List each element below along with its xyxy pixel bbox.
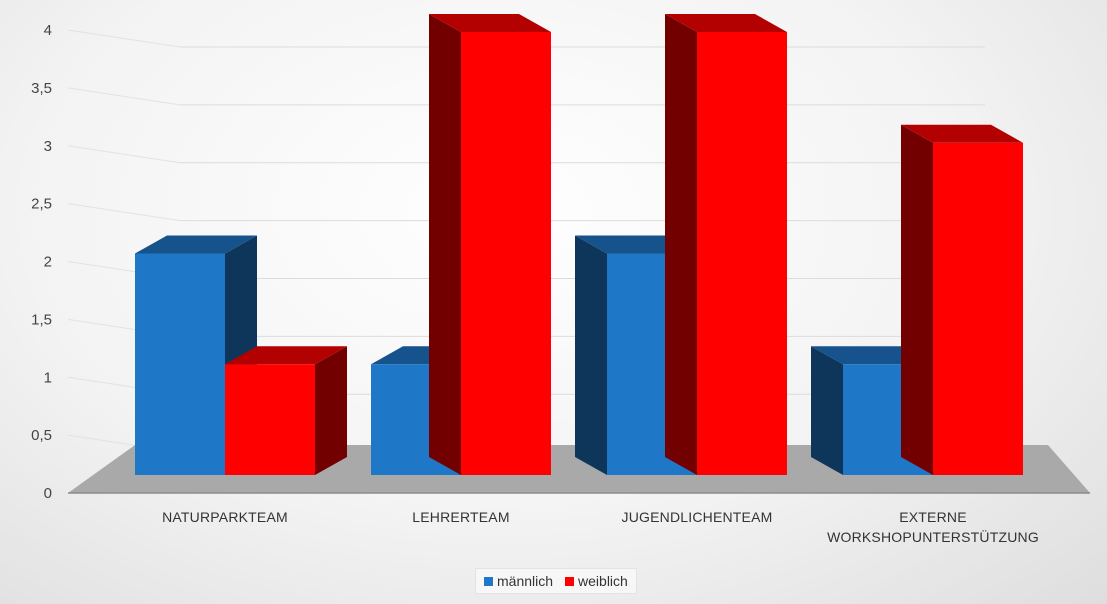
gridline-side xyxy=(67,203,181,222)
bar-weiblich-naturparkteam-top xyxy=(225,346,347,365)
y-tick-label: 0 xyxy=(44,485,52,502)
legend-item-maennlich: männlich xyxy=(484,573,553,589)
y-tick-label: 3,5 xyxy=(31,80,52,97)
bar-m-nnlich-jugendlichenteam-side xyxy=(575,235,607,475)
labels: 0 0,5 1 1,5 2 2,5 3 3,5 4 NATURPARKTEAM LEHRERTEAM… xyxy=(31,22,1039,545)
gridline-side xyxy=(67,145,181,164)
legend-label-maennlich: männlich xyxy=(497,573,554,589)
bars xyxy=(135,14,1023,475)
bar-weiblich-naturparkteam-front xyxy=(225,364,315,475)
bar-weiblich-lehrerteam xyxy=(429,14,551,475)
bar-weiblich-naturparkteam xyxy=(225,346,347,475)
legend-label-weiblich: weiblich xyxy=(578,573,628,589)
gridline-side xyxy=(67,29,181,48)
x-category-label: LEHRERTEAM xyxy=(412,509,509,525)
legend-swatch-maennlich xyxy=(484,576,493,586)
bar-m-nnlich-naturparkteam-top xyxy=(135,235,257,254)
legend-item-weiblich: weiblich xyxy=(565,573,628,589)
x-category-label: JUGENDLICHENTEAM xyxy=(622,509,773,525)
y-tick-label: 2,5 xyxy=(31,196,52,213)
y-tick-label: 2 xyxy=(44,254,52,271)
y-tick-label: 3 xyxy=(44,138,52,155)
bar-weiblich-jugendlichenteam-top xyxy=(665,14,787,32)
gridline-side xyxy=(67,87,181,106)
bar-weiblich-lehrerteam-top xyxy=(429,14,551,32)
bar-weiblich-externe-workshopunterst-tzung-top xyxy=(901,124,1023,143)
bar-weiblich-externe-workshopunterst-tzung-side xyxy=(901,124,933,475)
bar-weiblich-jugendlichenteam-side xyxy=(665,14,697,475)
legend: männlich weiblich xyxy=(475,568,637,594)
bar-weiblich-externe-workshopunterst-tzung xyxy=(901,124,1023,475)
x-category-label-line: EXTERNE xyxy=(899,509,967,525)
bar-weiblich-jugendlichenteam-front xyxy=(697,32,787,475)
bar-weiblich-naturparkteam-side xyxy=(315,346,347,475)
x-category-label: EXTERNE WORKSHOPUNTERSTÜTZUNG xyxy=(827,509,1039,545)
x-category-label: NATURPARKTEAM xyxy=(162,509,288,525)
x-category-label-line: WORKSHOPUNTERSTÜTZUNG xyxy=(827,528,1039,545)
bar-weiblich-lehrerteam-side xyxy=(429,14,461,475)
bar-weiblich-jugendlichenteam xyxy=(665,14,787,475)
legend-swatch-weiblich xyxy=(565,576,575,586)
y-tick-label: 0,5 xyxy=(31,427,52,444)
bar-weiblich-lehrerteam-front xyxy=(461,32,551,475)
bar-m-nnlich-externe-workshopunterst-tzung-side xyxy=(811,346,843,475)
y-tick-label: 1 xyxy=(44,369,52,386)
bar-weiblich-externe-workshopunterst-tzung-front xyxy=(933,142,1023,475)
bar-m-nnlich-naturparkteam-front xyxy=(135,253,225,475)
y-tick-label: 1,5 xyxy=(31,311,52,328)
y-tick-label: 4 xyxy=(44,22,52,39)
